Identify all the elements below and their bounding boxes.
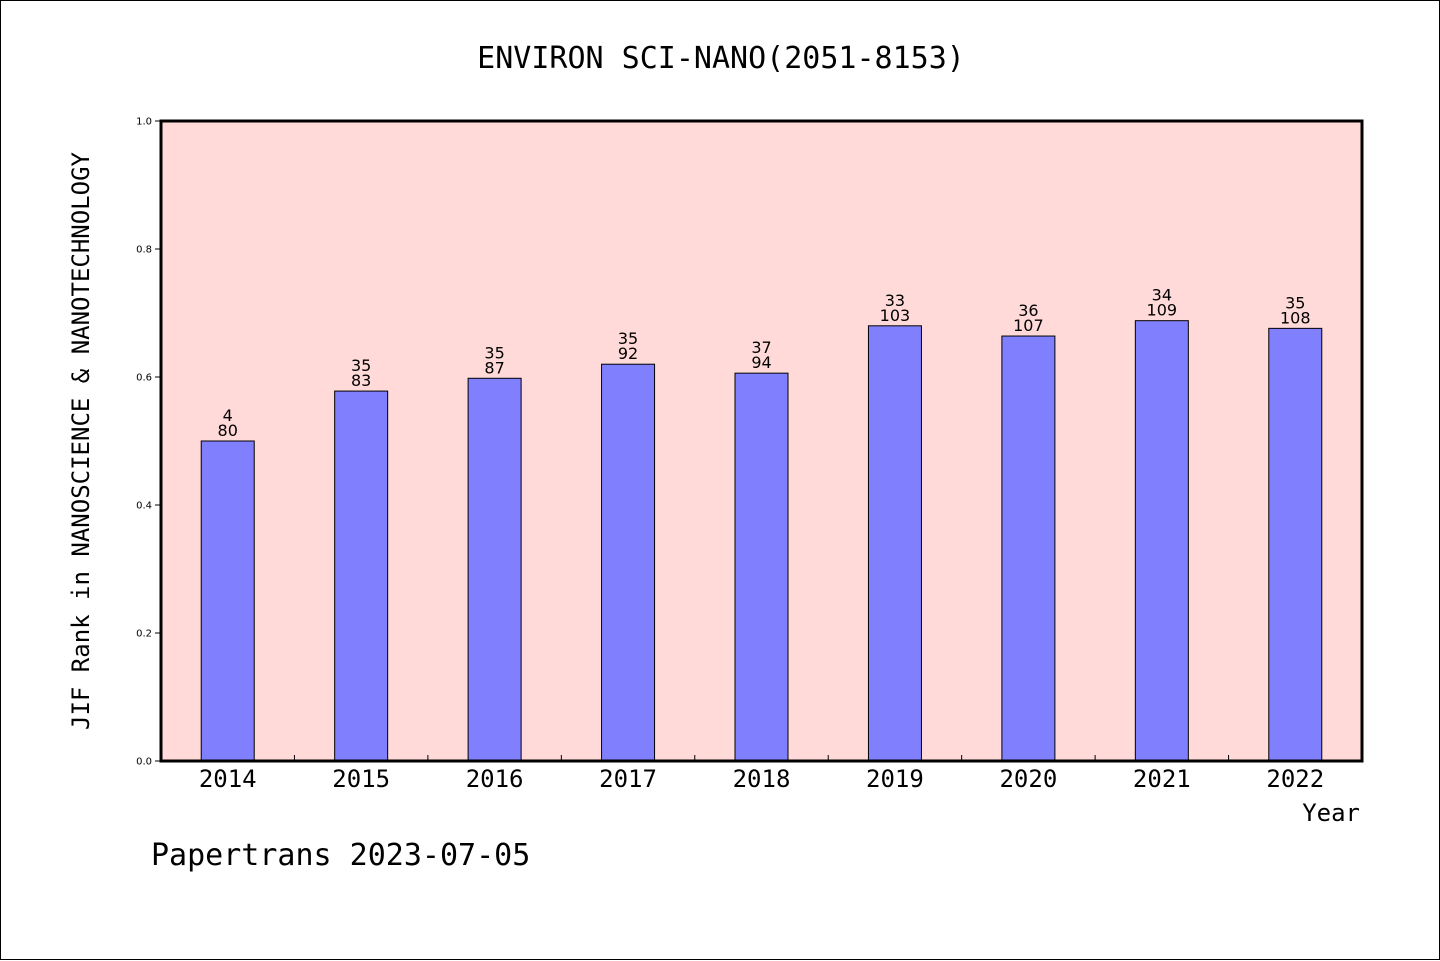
bar-rank-label: 4 (223, 406, 233, 425)
x-tick-label: 2017 (599, 765, 657, 793)
x-axis-label: Year (1302, 799, 1360, 827)
y-tick-label: 0.8 (136, 245, 152, 256)
bar-rank-label: 37 (751, 338, 771, 357)
y-tick-label: 1.0 (136, 117, 152, 128)
bar-total-label: 83 (351, 371, 371, 390)
x-tick-label: 2019 (866, 765, 924, 793)
y-axis: 0.0 0.2 0.4 0.6 0.8 1.0 (136, 117, 161, 768)
x-tick-label: 2020 (999, 765, 1057, 793)
bar-2016 (467, 377, 522, 762)
bar-2022 (1268, 327, 1323, 762)
bar-2019 (867, 325, 922, 762)
plot-border (159, 119, 1364, 763)
bar-rank-label: 35 (618, 329, 638, 348)
x-tick-label: 2021 (1133, 765, 1191, 793)
footer-credit: Papertrans 2023-07-05 (151, 838, 530, 873)
x-axis: 2014 2015 2016 2017 2018 2019 2020 2021 2022 (199, 755, 1324, 793)
bar-2015 (334, 390, 389, 762)
bar-2014 (200, 440, 255, 762)
bar-rank-label: 36 (1018, 301, 1038, 320)
bar-rank-label: 35 (1285, 293, 1305, 312)
x-tick-label: 2016 (466, 765, 524, 793)
chart-title: ENVIRON SCI-NANO(2051-8153) (477, 41, 965, 76)
bar-2021 (1134, 320, 1189, 762)
x-tick-label: 2022 (1266, 765, 1324, 793)
y-axis-label: JIF Rank in NANOSCIENCE & NANOTECHNOLOGY (67, 151, 95, 730)
bar-2018 (734, 372, 789, 762)
bar-rank-label: 35 (484, 343, 504, 362)
bar-total-label: 80 (218, 421, 238, 440)
bar-2020 (1001, 335, 1056, 762)
bar-total-label: 103 (880, 306, 911, 325)
bar-total-label: 92 (618, 344, 638, 363)
x-tick-label: 2014 (199, 765, 257, 793)
x-tick-label: 2015 (332, 765, 390, 793)
bar-total-label: 107 (1013, 316, 1044, 335)
bar-rank-label: 34 (1152, 286, 1172, 305)
bar-2017 (601, 363, 656, 762)
bar-rank-label: 33 (885, 291, 905, 310)
bar-total-label: 109 (1147, 301, 1178, 320)
y-tick-label: 0.6 (136, 373, 152, 384)
bar-total-label: 108 (1280, 308, 1311, 327)
y-tick-label: 0.4 (136, 501, 152, 512)
bars-group (200, 320, 1323, 762)
bar-rank-label: 35 (351, 356, 371, 375)
y-tick-label: 0.0 (136, 757, 152, 768)
bar-total-label: 94 (751, 353, 771, 372)
x-tick-label: 2018 (733, 765, 791, 793)
bar-total-label: 87 (484, 358, 504, 377)
y-tick-label: 0.2 (136, 629, 152, 640)
